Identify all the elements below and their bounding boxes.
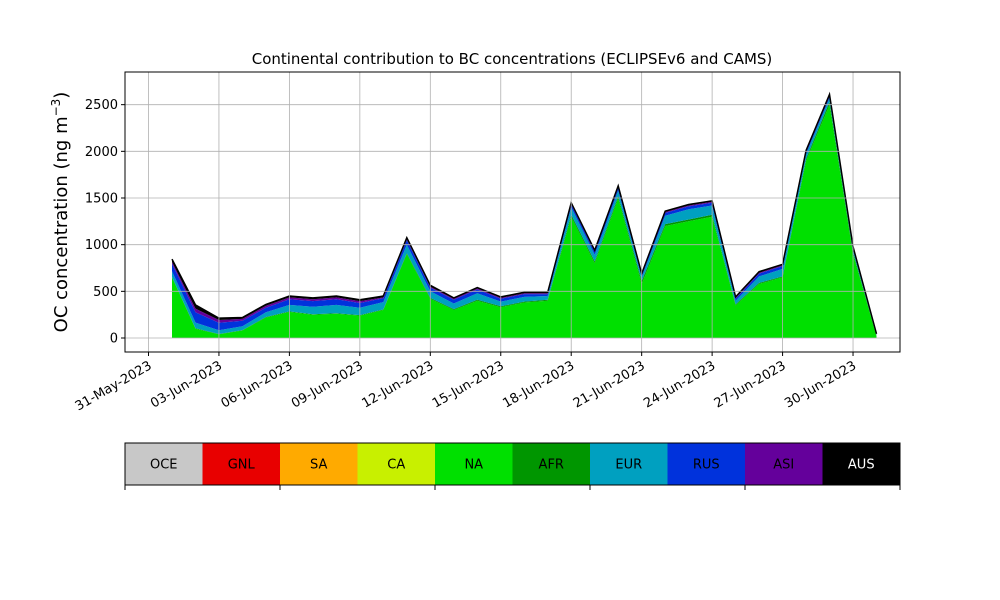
y-axis-label-close: ) xyxy=(51,92,72,99)
legend-colorbar: OCE GNL SA CA NA AFR EUR RUS ASI AUS xyxy=(124,442,901,490)
plot-frame xyxy=(124,71,901,353)
x-tick-label: 12-Jun-2023 xyxy=(359,358,436,411)
legend-swatch-ca xyxy=(357,443,435,485)
x-axis: 31-May-202303-Jun-202306-Jun-202309-Jun-… xyxy=(73,352,859,414)
legend-swatch-aus xyxy=(822,443,900,485)
x-tick-label: 27-Jun-2023 xyxy=(712,358,789,411)
legend-swatch-eur xyxy=(590,443,668,485)
legend-swatch-rus xyxy=(667,443,745,485)
x-tick-label: 21-Jun-2023 xyxy=(571,358,648,411)
legend-swatch-gnl xyxy=(202,443,280,485)
legend-label-eur: EUR xyxy=(615,458,642,473)
legend-frame xyxy=(124,442,901,486)
legend-label-oce: OCE xyxy=(150,458,178,473)
plot-area xyxy=(124,71,901,353)
x-tick-label: 30-Jun-2023 xyxy=(782,358,859,411)
legend-label-sa: SA xyxy=(310,458,327,473)
legend-swatch-sa xyxy=(280,443,358,485)
y-axis-label-sup: −3 xyxy=(49,99,63,117)
y-tick-label: 1500 xyxy=(85,192,118,207)
y-tick-label: 2000 xyxy=(85,145,118,160)
legend-label-na: NA xyxy=(464,458,483,473)
y-axis-label-main: OC concentration (ng m xyxy=(51,116,72,332)
y-tick-label: 2500 xyxy=(85,98,118,113)
x-tick-label: 06-Jun-2023 xyxy=(219,358,296,411)
legend-swatch-asi xyxy=(745,443,823,485)
area-na xyxy=(172,104,877,338)
x-tick-label: 24-Jun-2023 xyxy=(641,358,718,411)
x-tick-label: 15-Jun-2023 xyxy=(430,358,507,411)
x-tick-label: 09-Jun-2023 xyxy=(289,358,366,411)
legend-swatch-afr xyxy=(512,443,590,485)
legend-label-aus: AUS xyxy=(848,458,875,473)
x-tick-label: 31-May-2023 xyxy=(73,358,155,414)
y-axis-label: OC concentration (ng m−3) xyxy=(49,92,72,333)
legend-swatch-na xyxy=(435,443,513,485)
legend-label-asi: ASI xyxy=(773,458,794,473)
legend-swatch-oce xyxy=(125,443,203,485)
y-axis: 0 500 1000 1500 2000 2500 xyxy=(85,98,125,347)
legend-label-ca: CA xyxy=(387,458,405,473)
x-tick-label: 03-Jun-2023 xyxy=(148,358,225,411)
legend-label-afr: AFR xyxy=(539,458,564,473)
y-tick-label: 500 xyxy=(93,285,118,300)
legend-label-gnl: GNL xyxy=(228,458,256,473)
y-tick-label: 1000 xyxy=(85,238,118,253)
chart-title: Continental contribution to BC concentra… xyxy=(252,50,773,68)
y-tick-label: 0 xyxy=(110,332,118,347)
x-tick-label: 18-Jun-2023 xyxy=(500,358,577,411)
legend-label-rus: RUS xyxy=(693,458,720,473)
